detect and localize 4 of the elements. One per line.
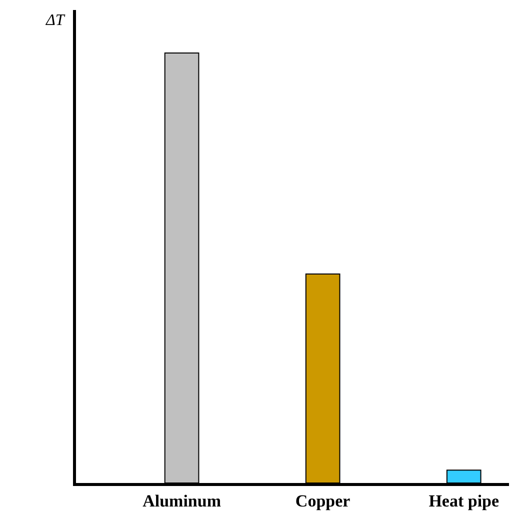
x-tick-label: Copper <box>295 491 351 510</box>
x-tick-label: Heat pipe <box>428 491 500 510</box>
y-axis-title: ΔT <box>45 12 66 29</box>
x-tick-label: Aluminum <box>142 491 221 510</box>
